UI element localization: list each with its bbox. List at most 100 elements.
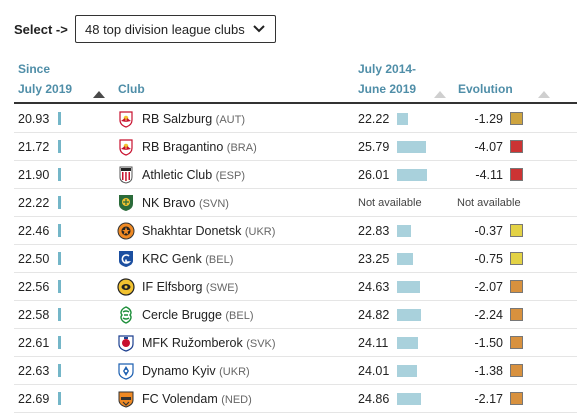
- evolution-value: Not available: [457, 197, 521, 209]
- period-bar: [397, 225, 411, 237]
- header-period[interactable]: July 2014- June 2019: [358, 62, 417, 96]
- evolution-value: -4.11: [475, 168, 503, 182]
- since-bar: [58, 196, 61, 209]
- club-country: (UKR): [244, 226, 276, 238]
- period-bar: [397, 393, 421, 405]
- period-value: 26.01: [358, 168, 390, 182]
- period-value: 24.01: [358, 364, 390, 378]
- evolution-value: -0.75: [474, 252, 504, 266]
- period-value: 22.22: [358, 112, 390, 126]
- club-country: (AUT): [215, 114, 245, 126]
- since-bar: [58, 308, 61, 321]
- period-value: 25.79: [358, 140, 390, 154]
- since-bar: [58, 392, 61, 405]
- sort-icon[interactable]: [434, 85, 446, 103]
- cercle-brugge-crest-icon: [117, 306, 135, 324]
- athletic-club-crest-icon: [117, 166, 135, 184]
- since-value: 22.50: [18, 252, 50, 266]
- table-row: 22.22 NK Bravo (SVN) Not available Not avai…: [14, 189, 577, 217]
- club-country: (BRA): [226, 142, 257, 154]
- evolution-value: -2.24: [474, 308, 504, 322]
- since-value: 22.22: [18, 196, 50, 210]
- table-row: 22.46 Shakhtar Donetsk (UKR) 22.83 -0.37: [14, 217, 577, 245]
- table-row: 22.61 MFK Ružomberok (SVK) 24.11 -1.50: [14, 329, 577, 357]
- club-country: (ESP): [215, 170, 246, 182]
- period-value: 23.25: [358, 252, 390, 266]
- since-value: 22.63: [18, 364, 50, 378]
- period-bar: [397, 281, 420, 293]
- shakhtar-crest-icon: [117, 222, 135, 240]
- club-country: (SWE): [205, 282, 239, 294]
- select-label: Select ->: [14, 22, 68, 37]
- club-country: (SVN): [198, 198, 229, 210]
- evolution-indicator: [510, 140, 523, 153]
- club-name[interactable]: IF Elfsborg (SWE): [142, 280, 239, 294]
- period-bar: [397, 113, 408, 125]
- since-value: 22.56: [18, 280, 50, 294]
- sort-asc-icon[interactable]: [93, 85, 105, 103]
- since-value: 22.61: [18, 336, 50, 350]
- nk-bravo-crest-icon: [117, 194, 135, 212]
- period-bar: [397, 337, 418, 349]
- since-bar: [58, 280, 61, 293]
- dropdown-value: 48 top division league clubs: [85, 21, 245, 37]
- table-row: 21.90 Athletic Club (ESP) 26.01 -4.11: [14, 161, 577, 189]
- volendam-crest-icon: [117, 390, 135, 408]
- since-bar: [58, 364, 61, 377]
- period-value: 24.82: [358, 308, 390, 322]
- evolution-indicator: [510, 280, 523, 293]
- header-since[interactable]: Since July 2019: [18, 62, 73, 96]
- since-value: 21.72: [18, 140, 50, 154]
- table-row: 22.69 FC Volendam (NED) 24.86 -2.17: [14, 385, 577, 413]
- evolution-value: -1.50: [474, 336, 504, 350]
- elfsborg-crest-icon: [117, 278, 135, 296]
- period-value: 24.63: [358, 280, 390, 294]
- since-value: 22.58: [18, 308, 50, 322]
- club-name[interactable]: FC Volendam (NED): [142, 392, 252, 406]
- since-bar: [58, 112, 61, 125]
- club-name[interactable]: Athletic Club (ESP): [142, 168, 246, 182]
- chevron-down-icon: [253, 25, 265, 33]
- league-dropdown[interactable]: 48 top division league clubs: [75, 15, 276, 43]
- evolution-value: -1.38: [474, 364, 504, 378]
- since-value: 21.90: [18, 168, 50, 182]
- club-name[interactable]: NK Bravo (SVN): [142, 196, 229, 210]
- evolution-indicator: [510, 224, 523, 237]
- header-club[interactable]: Club: [118, 82, 145, 96]
- club-country: (BEL): [205, 254, 234, 266]
- red-bull-crest-icon: [117, 110, 135, 128]
- table-row: 20.93 RB Salzburg (AUT) 22.22 -1.29: [14, 105, 577, 133]
- since-bar: [58, 140, 61, 153]
- evolution-indicator: [510, 308, 523, 321]
- club-country: (NED): [221, 394, 252, 406]
- period-bar: [397, 141, 426, 153]
- evolution-value: -2.17: [474, 392, 504, 406]
- period-bar: [397, 365, 417, 377]
- genk-crest-icon: [117, 250, 135, 268]
- club-name[interactable]: Shakhtar Donetsk (UKR): [142, 224, 276, 238]
- evolution-indicator: [510, 364, 523, 377]
- evolution-value: -1.29: [474, 112, 504, 126]
- sort-icon[interactable]: [538, 85, 550, 103]
- header-evolution[interactable]: Evolution: [458, 82, 513, 96]
- table-row: 22.58 Cercle Brugge (BEL) 24.82 -2.24: [14, 301, 577, 329]
- period-bar: [397, 253, 413, 265]
- club-name[interactable]: Dynamo Kyiv (UKR): [142, 364, 250, 378]
- red-bull-crest-icon: [117, 138, 135, 156]
- evolution-value: -0.37: [474, 224, 504, 238]
- club-name[interactable]: KRC Genk (BEL): [142, 252, 234, 266]
- since-bar: [58, 336, 61, 349]
- club-name[interactable]: RB Salzburg (AUT): [142, 112, 245, 126]
- club-name[interactable]: Cercle Brugge (BEL): [142, 308, 254, 322]
- club-name[interactable]: RB Bragantino (BRA): [142, 140, 257, 154]
- club-country: (SVK): [246, 338, 276, 350]
- period-value: 24.86: [358, 392, 390, 406]
- since-value: 22.46: [18, 224, 50, 238]
- table-row: 22.50 KRC Genk (BEL) 23.25 -0.75: [14, 245, 577, 273]
- ruzomberok-crest-icon: [117, 334, 135, 352]
- period-bar: [397, 169, 427, 181]
- evolution-indicator: [510, 392, 523, 405]
- club-name[interactable]: MFK Ružomberok (SVK): [142, 336, 276, 350]
- evolution-value: -4.07: [474, 140, 504, 154]
- table-row: 22.63 Dynamo Kyiv (UKR) 24.01 -1.38: [14, 357, 577, 385]
